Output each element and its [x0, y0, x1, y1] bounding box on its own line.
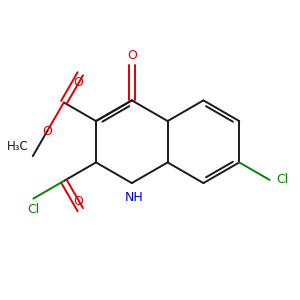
- Text: O: O: [73, 76, 83, 89]
- Text: NH: NH: [124, 190, 143, 203]
- Text: Cl: Cl: [276, 173, 288, 187]
- Text: O: O: [127, 49, 137, 62]
- Text: Cl: Cl: [27, 203, 40, 216]
- Text: H₃C: H₃C: [7, 140, 28, 153]
- Text: O: O: [42, 124, 52, 138]
- Text: O: O: [73, 195, 83, 208]
